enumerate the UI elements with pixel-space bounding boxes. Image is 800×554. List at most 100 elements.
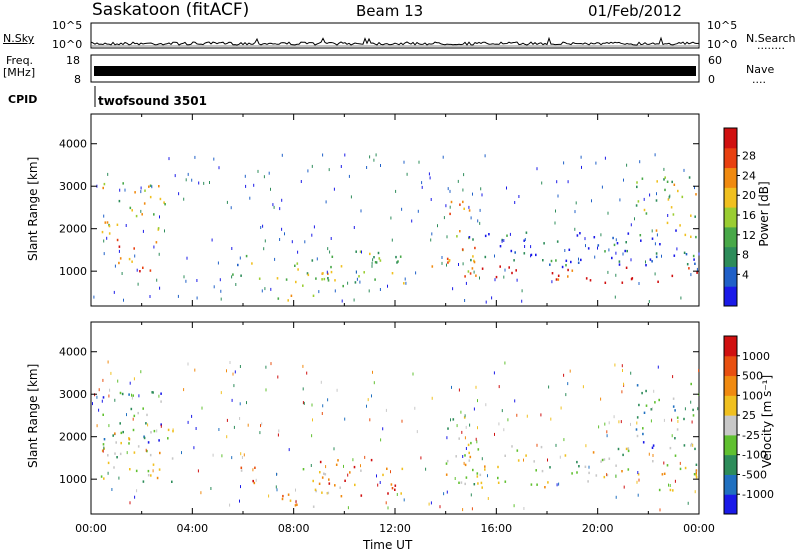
power-data-cell xyxy=(457,179,459,183)
power-data-cell xyxy=(580,155,582,159)
power-data-cell xyxy=(297,250,299,254)
velocity-data-cell xyxy=(152,469,154,473)
power-data-cell xyxy=(643,197,645,201)
freq-tick-left-top: 18 xyxy=(66,54,80,67)
power-data-cell xyxy=(670,206,673,209)
velocity-data-cell xyxy=(96,395,98,399)
power-data-cell xyxy=(359,250,362,253)
power-data-cell xyxy=(446,257,449,261)
velocity-data-cell xyxy=(650,408,653,411)
velocity-data-cell xyxy=(470,441,472,445)
velocity-data-cell xyxy=(133,451,136,454)
cpid-label: CPID xyxy=(8,93,38,106)
velocity-data-cell xyxy=(598,425,600,429)
power-data-cell xyxy=(194,155,196,159)
velocity-data-cell xyxy=(260,424,261,428)
velocity-data-cell xyxy=(603,458,606,461)
power-data-cell xyxy=(645,260,646,264)
power-data-cell xyxy=(329,250,331,254)
power-data-cell xyxy=(688,267,690,270)
velocity-data-cell xyxy=(477,448,480,451)
power-data-cell xyxy=(378,257,381,260)
velocity-data-cell xyxy=(130,407,133,411)
power-colorbar-tick-label: 24 xyxy=(742,169,756,182)
power-colorbar-swatch xyxy=(724,207,737,228)
power-data-cell xyxy=(331,255,334,258)
velocity-data-cell xyxy=(129,501,131,505)
power-data-cell xyxy=(274,257,276,261)
power-data-cell xyxy=(479,221,481,225)
velocity-data-cell xyxy=(171,457,174,460)
power-data-cell xyxy=(601,185,603,189)
velocity-data-cell xyxy=(695,470,696,474)
power-data-cell xyxy=(118,245,121,248)
power-data-cell xyxy=(442,155,444,159)
velocity-data-cell xyxy=(471,507,473,511)
velocity-data-cell xyxy=(243,453,245,457)
power-data-cell xyxy=(323,277,326,281)
velocity-scatter-region xyxy=(445,416,479,486)
power-data-cell xyxy=(477,219,479,223)
velocity-data-cell xyxy=(128,442,130,445)
nave-marker: .... xyxy=(752,73,766,86)
power-data-cell xyxy=(513,259,515,262)
power-data-cell xyxy=(148,185,150,188)
velocity-data-cell xyxy=(326,492,329,495)
velocity-data-cell xyxy=(600,460,602,463)
power-data-cell xyxy=(411,219,413,223)
freq-unit-label: [MHz] xyxy=(3,66,36,79)
velocity-data-cell xyxy=(430,501,432,505)
velocity-data-cell xyxy=(107,461,110,465)
power-data-cell xyxy=(231,275,233,279)
power-data-cell xyxy=(211,238,213,242)
power-data-cell xyxy=(504,268,506,272)
velocity-data-cell xyxy=(679,461,681,465)
power-data-cell xyxy=(643,208,646,212)
velocity-scatter-region xyxy=(468,445,698,492)
velocity-panel-frame xyxy=(90,321,700,515)
velocity-data-cell xyxy=(464,454,466,457)
velocity-data-cell xyxy=(143,435,145,438)
power-data-cell xyxy=(636,185,638,189)
velocity-data-cell xyxy=(618,420,620,424)
power-data-cell xyxy=(683,251,686,254)
power-colorbar-swatch xyxy=(724,286,737,307)
power-data-cell xyxy=(158,185,160,188)
velocity-data-cell xyxy=(294,504,297,507)
power-colorbar-swatch xyxy=(724,226,737,248)
power-data-cell xyxy=(565,259,568,262)
velocity-data-cell xyxy=(159,451,161,455)
power-data-cell xyxy=(395,255,397,259)
power-data-cell xyxy=(430,238,432,242)
power-data-cell xyxy=(377,251,380,255)
velocity-data-cell xyxy=(498,422,500,426)
power-data-cell xyxy=(131,260,133,263)
velocity-data-cell xyxy=(119,422,121,425)
velocity-data-cell xyxy=(132,394,134,397)
velocity-data-cell xyxy=(102,449,104,453)
velocity-data-cell xyxy=(229,503,231,507)
velocity-data-cell xyxy=(275,485,277,489)
power-data-cell xyxy=(563,161,565,165)
velocity-data-cell xyxy=(473,483,476,486)
velocity-data-cell xyxy=(636,434,639,438)
power-data-cell xyxy=(667,214,669,217)
velocity-data-cell xyxy=(194,368,196,372)
velocity-data-cell xyxy=(133,377,135,381)
velocity-data-cell xyxy=(672,397,675,400)
power-data-cell xyxy=(196,296,198,300)
velocity-data-cell xyxy=(606,434,608,438)
power-data-cell xyxy=(124,188,126,192)
velocity-data-cell xyxy=(334,484,336,487)
velocity-data-cell xyxy=(98,408,100,412)
power-data-cell xyxy=(237,263,239,267)
power-data-cell xyxy=(330,265,332,269)
power-data-cell xyxy=(321,278,323,281)
power-data-cell xyxy=(353,226,355,229)
power-data-cell xyxy=(655,229,658,232)
velocity-data-cell xyxy=(108,424,110,428)
power-data-cell xyxy=(431,265,434,268)
velocity-data-cell xyxy=(487,497,489,500)
power-data-cell xyxy=(475,274,477,277)
velocity-data-cell xyxy=(327,398,329,402)
